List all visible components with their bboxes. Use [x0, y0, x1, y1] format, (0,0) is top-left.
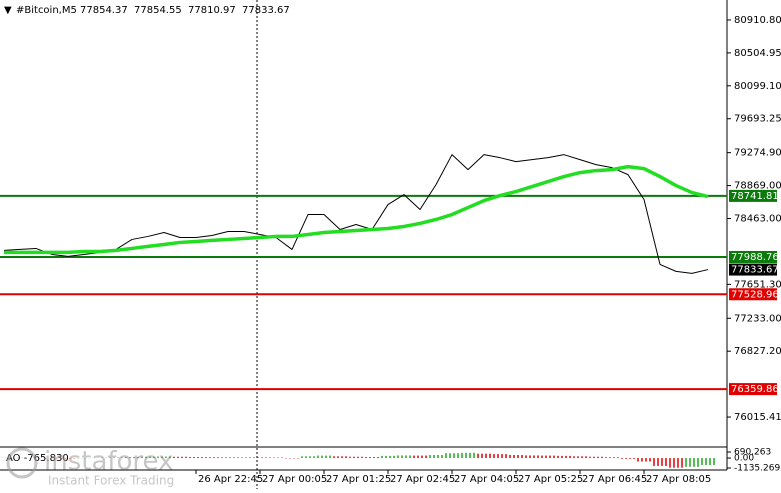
ao-label: AO -765.830	[6, 453, 69, 464]
level-label-box	[729, 383, 777, 396]
ao-y-tick-label: 690.263	[734, 448, 771, 458]
level-label: 77528.96	[731, 289, 779, 300]
ohlc-value: 77833.67	[242, 5, 290, 16]
y-tick-label: 79274.90	[734, 148, 781, 159]
x-tick-label: 27 Apr 01:25	[326, 474, 391, 485]
y-tick-label: 76015.41	[734, 412, 781, 423]
ao-y-tick-label: -1135.269	[734, 464, 780, 474]
x-tick-label: 26 Apr 22:45	[198, 474, 263, 485]
level-label: 77988.76	[731, 252, 779, 263]
symbol: #Bitcoin,M5	[16, 5, 77, 16]
current-price-box	[729, 263, 777, 276]
watermark: instaforex Instant Forex Trading	[6, 447, 174, 488]
moving-average	[4, 164, 709, 255]
watermark-tagline: Instant Forex Trading	[48, 474, 174, 488]
header-arrow: ▼	[4, 5, 12, 16]
x-tick-label: 27 Apr 00:05	[262, 474, 327, 485]
y-tick-label: 77233.00	[734, 313, 781, 324]
y-tick-label: 78869.00	[734, 181, 781, 192]
level-label-box	[729, 288, 777, 301]
current-price-label: 77833.67	[731, 265, 779, 276]
x-tick-label: 27 Apr 08:05	[646, 474, 711, 485]
y-tick-label: 80910.80	[734, 15, 781, 26]
y-tick-label: 76827.20	[734, 346, 781, 357]
x-tick-label: 27 Apr 06:45	[582, 474, 647, 485]
ohlc-value: 77854.55	[134, 5, 182, 16]
level-label: 78741.81	[731, 191, 779, 202]
y-tick-label: 79693.25	[734, 114, 781, 125]
y-tick-label: 80504.95	[734, 48, 781, 59]
price-line	[3, 154, 709, 274]
watermark-logo	[6, 447, 38, 479]
y-tick-label: 80099.10	[734, 81, 781, 92]
x-tick-label: 27 Apr 05:25	[518, 474, 583, 485]
y-tick-label: 77651.30	[734, 279, 781, 290]
level-label-box	[729, 250, 777, 263]
ao-y-tick-label: 0.00	[734, 454, 754, 464]
x-tick-label: 27 Apr 04:05	[454, 474, 519, 485]
x-tick-label: 27 Apr 02:45	[390, 474, 455, 485]
ohlc-value: 77810.97	[188, 5, 236, 16]
level-label-box	[729, 189, 777, 202]
ohlc-value: 77854.37	[80, 5, 128, 16]
watermark-brand: instaforex	[44, 447, 173, 477]
level-label: 76359.86	[731, 384, 779, 395]
y-tick-label: 78463.00	[734, 214, 781, 225]
